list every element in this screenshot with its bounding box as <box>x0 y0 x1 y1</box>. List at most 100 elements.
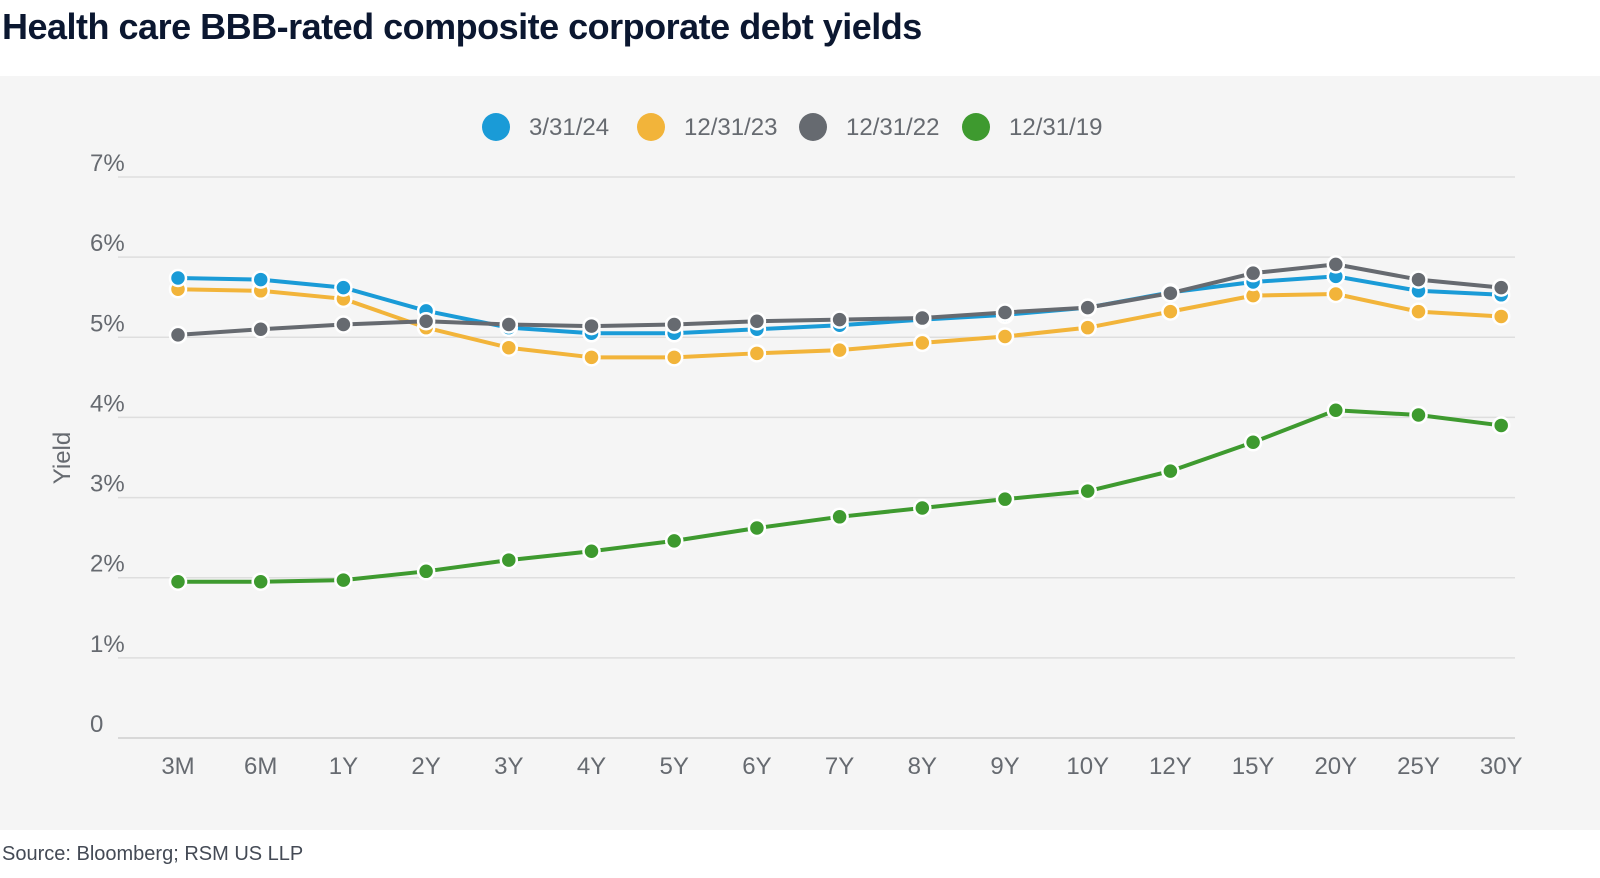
data-point <box>830 310 849 329</box>
data-point <box>334 570 353 590</box>
chart-legend: 3/31/24 12/31/23 12/31/22 12/31/19 <box>482 113 1102 141</box>
x-axis-ticks: 3M 6M 1Y 2Y 3Y 4Y 5Y 6Y 7Y 8Y 9Y 10Y 12Y 15Y 20Y 25Y 30Y <box>161 753 1522 780</box>
data-point <box>582 316 601 336</box>
data-point <box>1078 298 1097 317</box>
data-point <box>1078 318 1097 337</box>
data-point <box>1326 284 1346 304</box>
legend-marker <box>482 113 510 141</box>
x-tick-label: 5Y <box>660 753 689 780</box>
data-point <box>1161 302 1180 321</box>
data-point <box>1491 416 1511 435</box>
data-point <box>913 498 932 518</box>
grid-lines <box>118 176 1515 739</box>
x-tick-label: 7Y <box>825 753 854 780</box>
yield-curve-chart: 3/31/24 12/31/23 12/31/22 12/31/19 0 1% 2% 3% 4… <box>49 113 1523 780</box>
legend-marker <box>962 113 990 141</box>
series-12-31-19 <box>168 400 1511 591</box>
data-point <box>582 348 601 367</box>
y-tick-label: 4% <box>90 390 125 417</box>
y-tick-label: 5% <box>90 310 125 337</box>
data-point <box>251 270 270 289</box>
data-point <box>334 278 353 297</box>
data-point <box>1161 461 1180 481</box>
legend-label: 3/31/24 <box>529 114 609 141</box>
legend-label: 12/31/19 <box>1009 114 1102 141</box>
y-axis-ticks: 0 1% 2% 3% 4% 5% 6% 7% <box>90 150 125 738</box>
data-point <box>499 315 519 334</box>
y-tick-label: 2% <box>90 551 125 578</box>
data-point <box>913 333 932 353</box>
data-point <box>1491 278 1511 297</box>
legend-label: 12/31/23 <box>684 114 777 141</box>
data-point <box>747 518 767 538</box>
x-tick-label: 6Y <box>742 753 771 780</box>
legend-item: 3/31/24 <box>482 113 609 141</box>
x-tick-label: 3M <box>161 753 194 780</box>
chart-title: Health care BBB-rated composite corporat… <box>2 6 922 47</box>
x-tick-label: 25Y <box>1397 753 1440 780</box>
data-point <box>1161 283 1180 303</box>
x-tick-label: 12Y <box>1149 753 1192 780</box>
x-tick-label: 6M <box>244 753 277 780</box>
data-point <box>664 531 684 551</box>
legend-marker <box>637 113 665 141</box>
data-point <box>1078 481 1097 501</box>
data-point <box>995 303 1015 322</box>
legend-label: 12/31/22 <box>846 114 939 141</box>
legend-item: 12/31/22 <box>799 113 939 141</box>
data-point <box>251 320 270 339</box>
x-tick-label: 3Y <box>494 753 523 780</box>
data-point <box>168 572 188 591</box>
y-tick-label: 6% <box>90 230 125 257</box>
x-tick-label: 8Y <box>908 753 937 780</box>
data-point <box>251 572 270 591</box>
data-point <box>664 348 684 367</box>
data-point <box>747 312 767 331</box>
data-point <box>1243 433 1263 452</box>
data-point <box>747 344 767 363</box>
data-point <box>830 340 849 360</box>
x-tick-label: 1Y <box>329 753 358 780</box>
y-tick-label: 0 <box>90 711 103 738</box>
data-point <box>499 550 519 570</box>
data-point <box>416 312 436 331</box>
data-point <box>168 268 188 288</box>
x-tick-label: 2Y <box>411 753 440 780</box>
source-note: Source: Bloomberg; RSM US LLP <box>2 843 304 865</box>
data-point <box>499 338 519 357</box>
x-tick-label: 20Y <box>1314 753 1357 780</box>
x-tick-label: 9Y <box>990 753 1019 780</box>
data-point <box>1326 255 1346 274</box>
data-point <box>1409 405 1428 425</box>
data-point <box>1409 302 1428 321</box>
data-point <box>913 308 932 328</box>
series-line <box>176 408 1504 584</box>
series-3-31-24 <box>168 267 1511 343</box>
data-point <box>664 315 684 334</box>
data-point <box>1326 400 1346 420</box>
y-tick-label: 1% <box>90 631 125 658</box>
data-point <box>995 489 1015 509</box>
x-tick-label: 15Y <box>1232 753 1275 780</box>
series-12-31-22 <box>168 255 1511 345</box>
data-point <box>334 315 353 334</box>
x-tick-label: 30Y <box>1480 753 1523 780</box>
chart-panel: 3/31/24 12/31/23 12/31/22 12/31/19 0 1% 2% 3% 4… <box>0 76 1600 830</box>
data-point <box>1491 307 1511 326</box>
y-tick-label: 7% <box>90 150 125 177</box>
data-point <box>582 542 601 561</box>
legend-marker <box>799 113 827 141</box>
x-tick-label: 4Y <box>577 753 606 780</box>
legend-item: 12/31/19 <box>962 113 1102 141</box>
legend-item: 12/31/23 <box>637 113 777 141</box>
data-point <box>1409 270 1428 289</box>
y-tick-label: 3% <box>90 471 125 498</box>
data-point <box>416 562 436 581</box>
data-point <box>168 325 188 345</box>
chart-series <box>168 255 1511 591</box>
data-point <box>830 507 849 527</box>
y-axis-label: Yield <box>49 432 76 484</box>
data-point <box>1243 263 1263 283</box>
x-tick-label: 10Y <box>1066 753 1109 780</box>
data-point <box>995 327 1015 346</box>
